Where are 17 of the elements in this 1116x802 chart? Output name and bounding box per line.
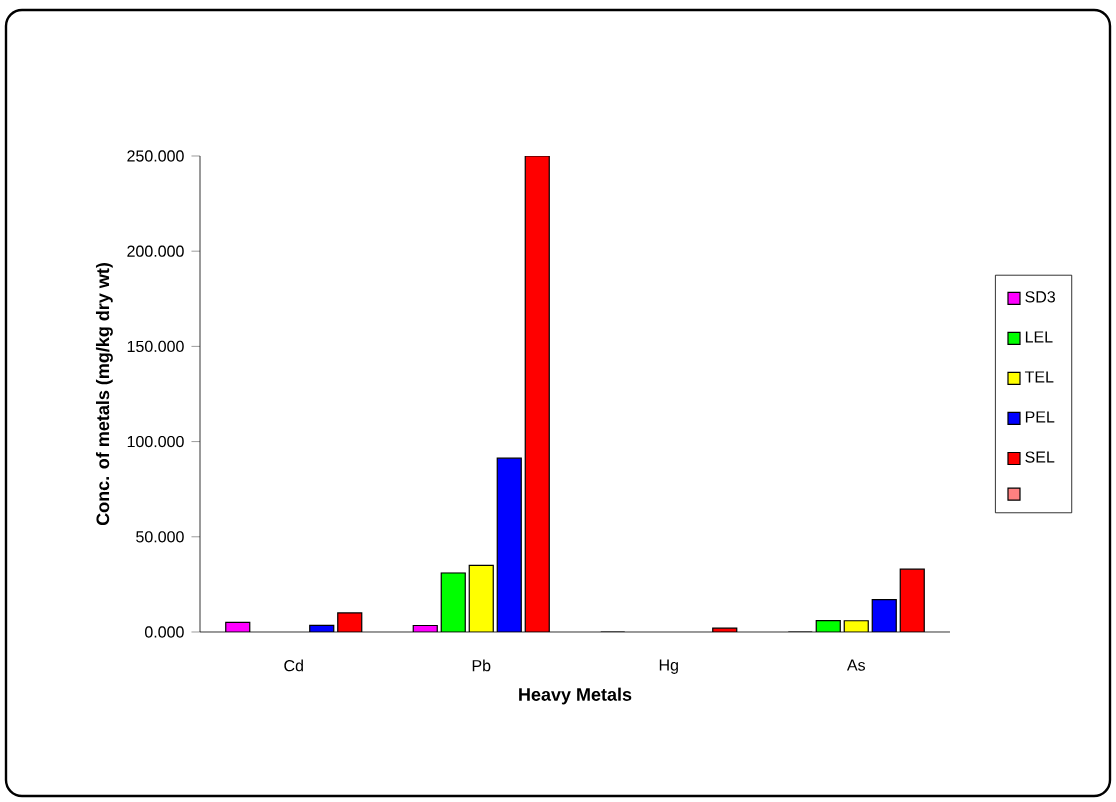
y-tick-label: 250.000: [127, 150, 184, 162]
y-tick-label: 100.000: [127, 435, 184, 448]
y-tick-label: 0.000: [144, 626, 184, 638]
x-tick-label: Hg: [659, 659, 678, 674]
legend-label: TEL: [1024, 371, 1054, 383]
x-tick-label: Pb: [472, 659, 491, 672]
x-tick-label: As: [846, 659, 866, 671]
x-axis-title: Heavy Metals: [519, 687, 632, 705]
y-tick-label: 150.000: [127, 340, 184, 353]
legend-label: SD3: [1025, 291, 1056, 303]
legend-label: LEL: [1025, 331, 1053, 343]
legend-label: PEL: [1025, 411, 1055, 423]
y-axis-title: Conc. of metals (mg/kg dry wt): [95, 263, 113, 526]
y-tick-label: 200.000: [127, 245, 184, 257]
x-tick-label: Cd: [284, 659, 303, 672]
y-tick-label: 50.000: [136, 531, 184, 543]
legend-label: SEL: [1025, 451, 1055, 463]
